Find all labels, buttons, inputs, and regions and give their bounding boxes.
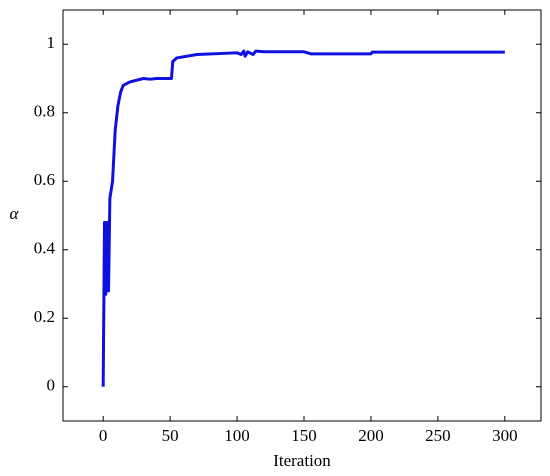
y-axis-label: α — [10, 204, 20, 223]
y-tick-label: 0.6 — [34, 170, 55, 189]
x-tick-label: 100 — [224, 426, 250, 445]
x-tick-label: 0 — [99, 426, 108, 445]
x-tick-label: 250 — [425, 426, 451, 445]
x-tick-label: 150 — [291, 426, 317, 445]
x-tick-label: 300 — [492, 426, 518, 445]
y-tick-label: 0.8 — [34, 102, 55, 121]
y-tick-label: 0.4 — [34, 239, 56, 258]
x-axis-label: Iteration — [273, 451, 331, 470]
plot-frame — [62, 9, 542, 422]
y-tick-label: 0.2 — [34, 307, 55, 326]
y-tick-label: 1 — [47, 33, 56, 52]
x-tick-label: 50 — [162, 426, 179, 445]
data-line — [101, 49, 505, 387]
y-tick-label: 0 — [47, 376, 56, 395]
x-tick-label: 200 — [358, 426, 384, 445]
